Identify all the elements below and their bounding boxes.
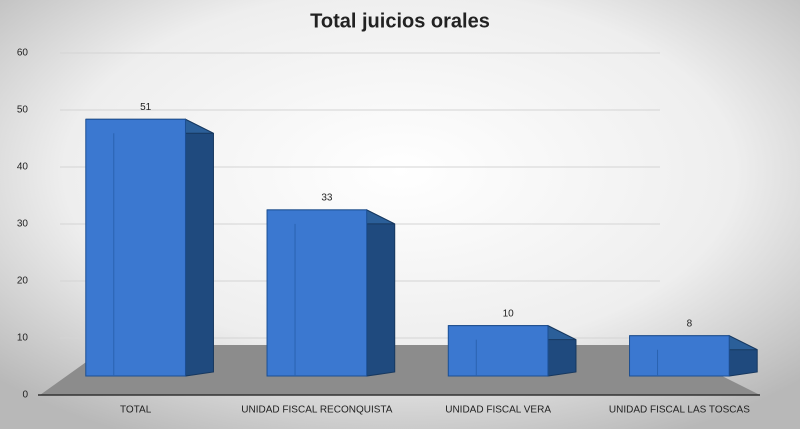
bar-side [184, 118, 214, 377]
value-label: 10 [503, 308, 515, 319]
bar [266, 209, 396, 377]
y-tick-label: 10 [17, 333, 29, 344]
y-tick-label: 20 [17, 276, 29, 287]
value-label: 33 [321, 193, 333, 204]
bar [85, 118, 214, 377]
y-tick-label: 60 [17, 48, 29, 59]
y-tick-label: 40 [17, 162, 29, 173]
x-tick-label: TOTAL [120, 405, 152, 416]
x-tick-label: UNIDAD FISCAL VERA [445, 405, 551, 416]
value-label: 8 [687, 318, 693, 329]
floor [40, 345, 760, 395]
x-tick-label: UNIDAD FISCAL RECONQUISTA [241, 405, 392, 416]
bar-side [366, 209, 396, 377]
y-tick-label: 30 [17, 219, 29, 230]
bar-front [629, 335, 730, 377]
y-tick-label: 50 [17, 105, 29, 116]
y-tick-label: 0 [22, 390, 28, 401]
x-tick-label: UNIDAD FISCAL LAS TOSCAS [609, 405, 750, 416]
bar [447, 324, 577, 377]
chart-title: Total juicios orales [310, 10, 490, 32]
bar-front [447, 325, 549, 377]
bar [629, 334, 758, 377]
bar-front [266, 209, 368, 377]
bar-front [85, 118, 186, 377]
value-label: 51 [140, 102, 152, 113]
